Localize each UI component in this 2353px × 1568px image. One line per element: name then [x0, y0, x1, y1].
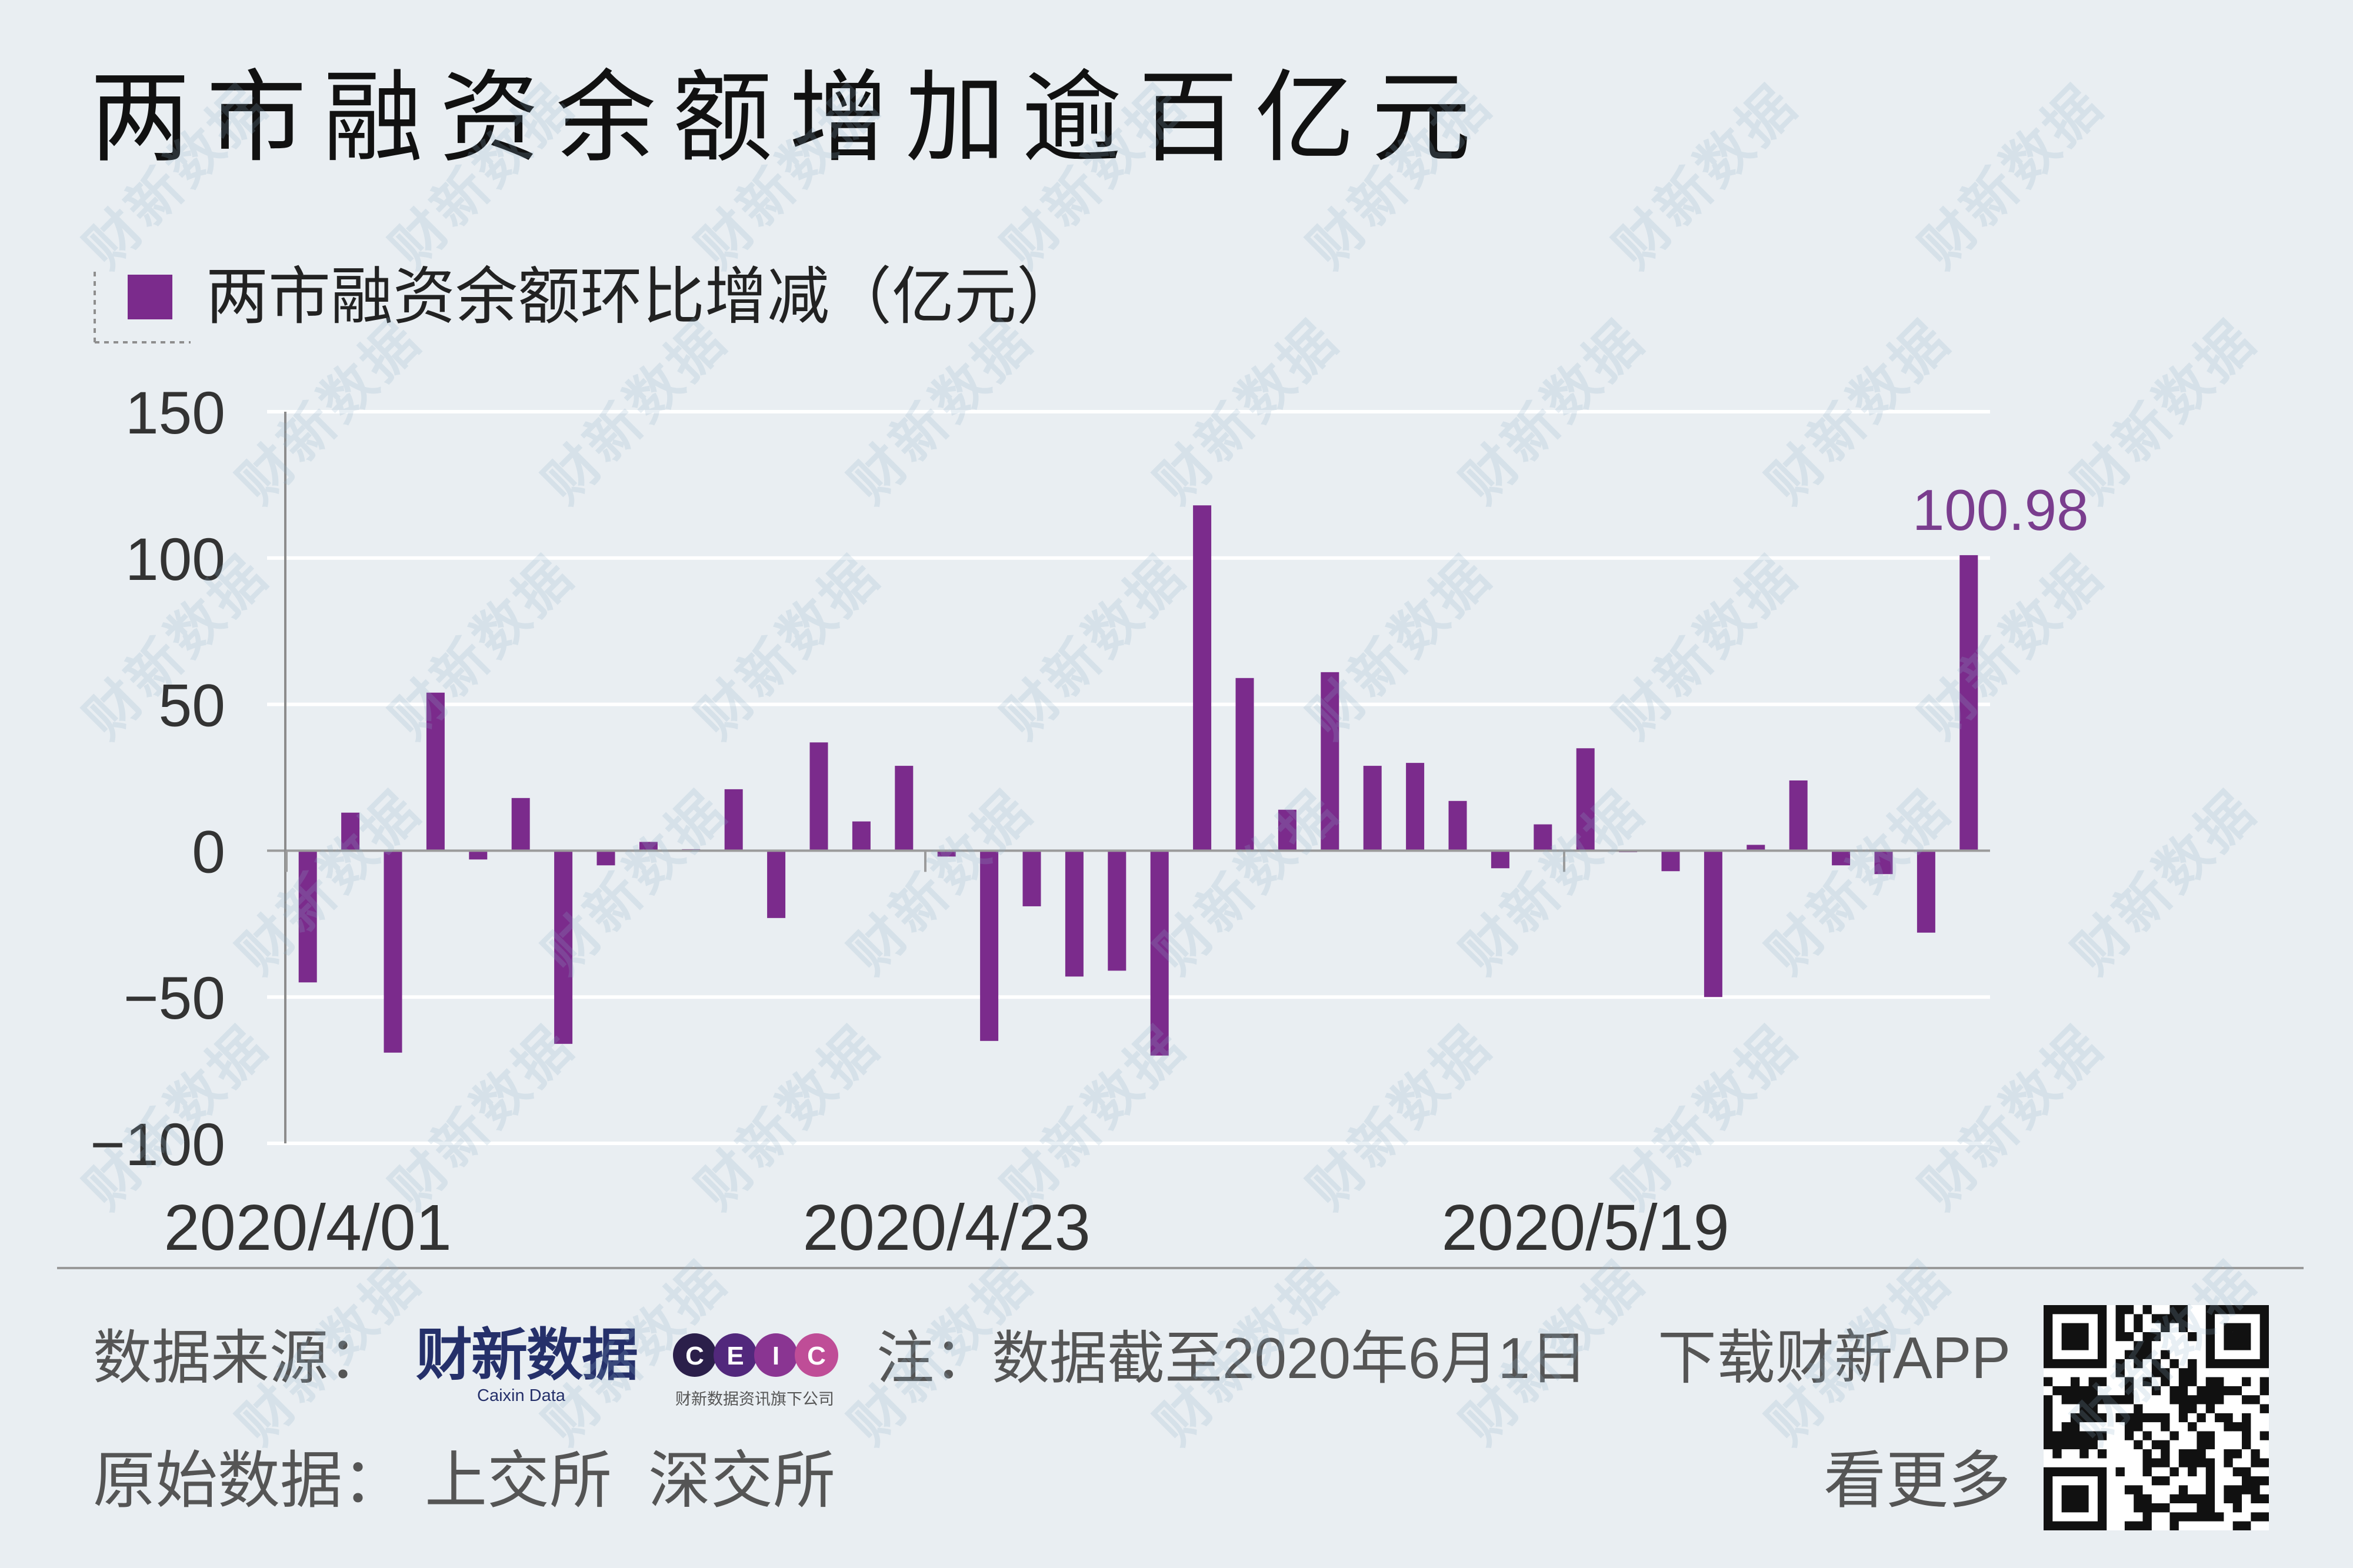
bar [554, 850, 573, 1044]
bar [1959, 555, 1978, 851]
bar [1534, 824, 1552, 851]
caixin-data-logo: 财新数据 [416, 1324, 638, 1387]
page-title: 两市融资余额增加逾百亿元 [90, 62, 1488, 174]
bar [298, 850, 317, 983]
bar [852, 821, 871, 851]
gridlines [267, 410, 1990, 1145]
y-tick-label: 100 [125, 526, 225, 593]
bar [384, 850, 402, 1053]
bar [1789, 780, 1808, 851]
bar [341, 812, 360, 851]
bar [937, 850, 956, 857]
bar [1917, 850, 1935, 933]
legend-bracket [94, 272, 191, 343]
bar [1065, 850, 1084, 977]
raw-source-sse: 上交所 [425, 1446, 612, 1516]
bar [1747, 845, 1765, 851]
ceic-letter: I [772, 1342, 779, 1370]
bar [1832, 850, 1851, 866]
ceic-logo-subtitle: 财新数据资讯旗下公司 [675, 1390, 834, 1408]
y-tick-label: 50 [159, 672, 225, 739]
legend-swatch [128, 275, 172, 319]
caixin-data-logo-subtitle: Caixin Data [477, 1386, 565, 1405]
bar [724, 789, 743, 851]
qr-modules [2044, 1305, 2269, 1530]
bar [1193, 505, 1212, 851]
ceic-circle: I [754, 1333, 798, 1377]
download-app-text: 下载财新APP [1657, 1325, 2011, 1391]
bar [426, 692, 445, 851]
bar [469, 850, 488, 860]
bar [596, 850, 615, 866]
x-tick-label: 2020/4/23 [803, 1192, 1091, 1264]
ceic-letter: E [726, 1342, 744, 1370]
ceic-letter: C [807, 1342, 826, 1370]
bars [298, 505, 1978, 1056]
x-tick-label: 2020/4/01 [164, 1192, 452, 1264]
raw-data-label: 原始数据： [93, 1446, 405, 1516]
bar [809, 742, 828, 851]
y-tick-label: −50 [124, 965, 225, 1032]
y-tick-label: 150 [125, 379, 225, 446]
bar [980, 850, 999, 1041]
bar [767, 850, 786, 918]
x-tick-label: 2020/5/19 [1442, 1192, 1729, 1264]
bar [1576, 748, 1595, 851]
bar [1278, 809, 1297, 851]
bar [1150, 850, 1169, 1056]
bar [639, 842, 658, 851]
qr-code [2044, 1305, 2269, 1530]
ceic-logo: C E I C [673, 1333, 838, 1377]
bar [1363, 766, 1382, 851]
ceic-circle: C [673, 1333, 716, 1377]
see-more-text: 看更多 [1824, 1446, 2011, 1516]
footer-divider [57, 1267, 2304, 1269]
y-tick-label: −100 [90, 1111, 225, 1178]
source-label: 数据来源： [93, 1325, 387, 1391]
bar [511, 798, 530, 851]
bar [895, 766, 914, 851]
bar [1704, 850, 1722, 997]
bar [1661, 850, 1680, 872]
ceic-letter: C [685, 1342, 704, 1370]
bar [1448, 800, 1467, 851]
y-tick-label: 0 [192, 818, 225, 885]
data-label: 100.98 [1912, 478, 2089, 542]
bar [1491, 850, 1509, 869]
legend-label: 两市融资余额环比增减（亿元） [206, 262, 1079, 332]
bar [1022, 850, 1041, 906]
bar [1874, 850, 1893, 875]
ceic-circle: C [795, 1333, 838, 1377]
data-note: 注：数据截至2020年6月1日 [876, 1326, 1588, 1390]
bar [1108, 850, 1126, 971]
bar [1321, 672, 1339, 851]
bar [1406, 763, 1425, 851]
raw-source-szse: 深交所 [648, 1446, 835, 1516]
bar [1235, 678, 1254, 851]
ceic-circle: E [714, 1333, 757, 1377]
